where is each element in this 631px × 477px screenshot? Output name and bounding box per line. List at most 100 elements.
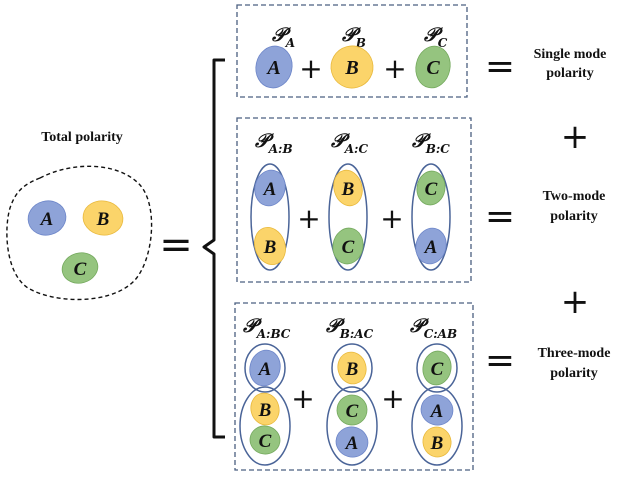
pair-ac-mode-c: C (332, 227, 364, 265)
mode-c-letter: C (426, 57, 440, 79)
term-label-pab: 𝒫A:B (254, 130, 293, 156)
mode-b-letter: B (341, 179, 355, 200)
main-equals-sign: = (159, 222, 193, 268)
mode-c-letter: C (74, 259, 87, 280)
row2-plus-1: + (297, 202, 320, 235)
triple-a-bc-mode-b: B (250, 392, 280, 426)
mode-c-blob (249, 425, 281, 455)
row1-mode-b: B (330, 45, 374, 89)
pair-ab-mode-b: B (254, 227, 286, 265)
mode-a-blob (249, 349, 281, 387)
mode-c-blob (415, 45, 451, 89)
total-mode-b: B (82, 200, 124, 236)
row2-caption-line1: Two-mode (543, 189, 606, 204)
term-label-pabc: 𝒫A:BC (242, 315, 291, 341)
mode-b-letter: B (263, 237, 277, 258)
between-rows-plus-2: + (561, 282, 590, 322)
mode-b-blob (337, 351, 367, 385)
triple-c-ab-pair-outline (411, 386, 463, 466)
mode-c-letter: C (259, 431, 272, 452)
row1-plus-1: + (299, 52, 322, 85)
term-label-pac: 𝒫A:C (330, 130, 368, 156)
decomposition-brace (202, 58, 225, 439)
mode-a-letter: A (258, 359, 272, 380)
mode-a-blob (420, 394, 454, 426)
mode-c-letter: C (431, 359, 444, 380)
mode-b-blob (250, 392, 280, 426)
mode-c-blob (416, 170, 446, 206)
pair-bc-mode-c: C (416, 170, 446, 206)
mode-b-blob (82, 200, 124, 236)
mode-b-letter: B (345, 359, 359, 380)
mode-c-blob (422, 350, 452, 386)
pair-ac-outline (328, 163, 368, 271)
row1-plus-2: + (383, 52, 406, 85)
row1-mode-c: C (415, 45, 451, 89)
triple-c-ab-mode-a: A (420, 394, 454, 426)
mode-a-letter: A (430, 401, 444, 422)
mode-c-letter: C (346, 401, 359, 422)
triple-c-ab-single-outline (416, 343, 458, 393)
row2-caption-line2: polarity (550, 209, 597, 224)
mode-a-blob (27, 200, 67, 236)
triple-a-bc-pair-outline (239, 386, 291, 466)
mode-a-blob (254, 169, 286, 207)
mode-a-letter: A (263, 179, 277, 200)
triple-a-bc-single-outline (244, 343, 286, 393)
term-label-pcab: 𝒫C:AB (409, 315, 457, 341)
mode-b-letter: B (430, 433, 444, 454)
mode-c-blob (336, 394, 368, 426)
row1-caption-line2: polarity (546, 66, 593, 81)
mode-a-blob (255, 45, 293, 89)
row3-caption-line2: polarity (550, 366, 597, 381)
mode-a-letter: A (40, 209, 54, 230)
pair-ab-outline (250, 163, 290, 271)
mode-b-blob (330, 45, 374, 89)
total-mode-c: C (61, 252, 99, 284)
triple-b-ac-single-outline (331, 343, 373, 393)
mode-a-blob (335, 426, 369, 458)
mode-a-blob (415, 227, 447, 265)
row1-caption-line1: Single mode (534, 47, 607, 62)
term-label-pbac: 𝒫B:AC (325, 315, 374, 341)
row3-caption-line1: Three-mode (538, 346, 611, 361)
triple-a-bc-mode-c: C (249, 425, 281, 455)
row3-plus-2: + (381, 382, 404, 415)
total-mode-a: A (27, 200, 67, 236)
total-polarity-boundary (6, 165, 153, 301)
triple-b-ac-mode-c: C (336, 394, 368, 426)
mode-a-letter: A (424, 237, 438, 258)
mode-c-letter: C (425, 179, 438, 200)
row2-plus-2: + (380, 202, 403, 235)
mode-c-blob (332, 227, 364, 265)
row3-equals: = (485, 340, 515, 381)
row1-equals: = (485, 46, 515, 87)
total-polarity-title: Total polarity (41, 130, 123, 145)
triple-b-ac-pair-outline (326, 386, 378, 466)
two-mode-box (236, 117, 472, 283)
triple-b-ac-mode-b: B (337, 351, 367, 385)
mode-a-letter: A (345, 433, 359, 454)
triple-b-ac-mode-a: A (335, 426, 369, 458)
row2-equals: = (485, 196, 515, 237)
mode-b-blob (254, 227, 286, 265)
term-label-pbc: 𝒫B:C (411, 130, 450, 156)
mode-b-letter: B (96, 209, 110, 230)
pair-ac-mode-a: B (333, 169, 363, 207)
mode-c-letter: C (342, 237, 355, 258)
triple-c-ab-mode-c: C (422, 350, 452, 386)
three-mode-box (234, 302, 474, 471)
pair-bc-outline (411, 163, 451, 271)
between-rows-plus-1: + (561, 117, 590, 157)
mode-b-letter: B (344, 57, 358, 79)
pair-ab-mode-a: A (254, 169, 286, 207)
triple-c-ab-mode-b: B (422, 426, 452, 458)
mode-b-blob (333, 169, 363, 207)
mode-a-letter: A (265, 57, 280, 79)
single-mode-box (236, 4, 468, 98)
triple-a-bc-mode-a: A (249, 349, 281, 387)
mode-b-blob (422, 426, 452, 458)
mode-c-blob (61, 252, 99, 284)
row1-mode-a: A (255, 45, 293, 89)
